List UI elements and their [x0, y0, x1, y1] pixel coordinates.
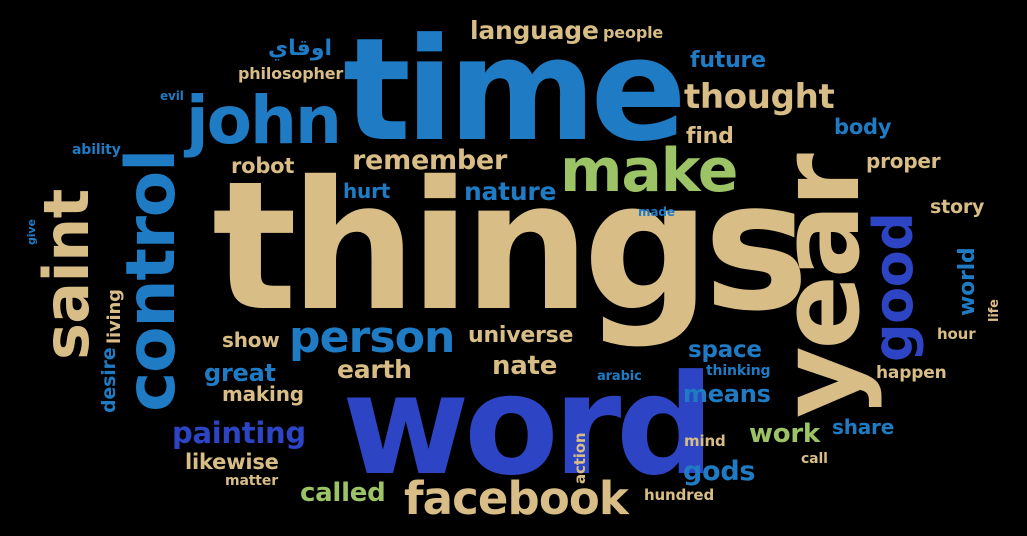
word-called: called	[300, 478, 386, 508]
word-time: time	[343, 8, 687, 173]
word-hundred: hundred	[644, 486, 715, 504]
word-give: give	[25, 219, 38, 245]
word-good: good	[862, 212, 925, 362]
word-saint: saint	[30, 189, 103, 360]
word-arabic-script: اوقاي	[268, 36, 333, 61]
word-future: future	[690, 48, 766, 73]
word-make: make	[560, 136, 738, 206]
word-action: action	[571, 432, 589, 484]
word-call: call	[801, 451, 828, 467]
word-means: means	[683, 380, 771, 408]
word-happen: happen	[876, 363, 947, 383]
word-mind: mind	[684, 432, 726, 450]
word-earth: earth	[337, 355, 412, 384]
word-ability: ability	[72, 142, 121, 158]
word-people: people	[603, 23, 664, 42]
word-evil: evil	[160, 89, 184, 103]
word-language: language	[470, 16, 599, 45]
word-body: body	[834, 115, 892, 139]
word-robot: robot	[231, 154, 295, 178]
word-show: show	[222, 328, 280, 352]
word-universe: universe	[468, 323, 574, 348]
word-word: word	[342, 345, 715, 506]
word-gods: gods	[683, 456, 756, 487]
word-hour: hour	[937, 325, 976, 343]
word-arabic: arabic	[597, 369, 642, 384]
word-proper: proper	[866, 149, 941, 173]
word-story: story	[930, 196, 985, 218]
word-making: making	[222, 382, 304, 406]
word-painting: painting	[172, 416, 306, 450]
word-share: share	[832, 415, 895, 439]
word-space: space	[688, 337, 762, 363]
word-work: work	[749, 419, 820, 449]
word-desire: desire	[98, 347, 120, 413]
word-hurt: hurt	[343, 179, 391, 203]
word-world: world	[955, 247, 980, 316]
word-things: things	[212, 143, 809, 350]
word-thought: thought	[684, 77, 835, 117]
word-nature: nature	[464, 177, 557, 206]
word-facebook: facebook	[404, 472, 629, 525]
word-matter: matter	[225, 473, 278, 489]
word-living: living	[104, 289, 125, 344]
word-philosopher: philosopher	[238, 64, 344, 83]
word-thinking: thinking	[706, 363, 771, 379]
word-control: control	[112, 150, 191, 412]
word-person: person	[289, 312, 455, 363]
word-great: great	[204, 359, 276, 387]
word-made: made	[638, 205, 675, 219]
word-life: life	[987, 299, 1002, 322]
word-remember: remember	[352, 145, 508, 176]
word-john: john	[186, 82, 342, 159]
word-nate: nate	[492, 351, 558, 381]
word-find: find	[686, 124, 734, 149]
word-year: year	[756, 156, 884, 418]
word-likewise: likewise	[185, 450, 279, 474]
